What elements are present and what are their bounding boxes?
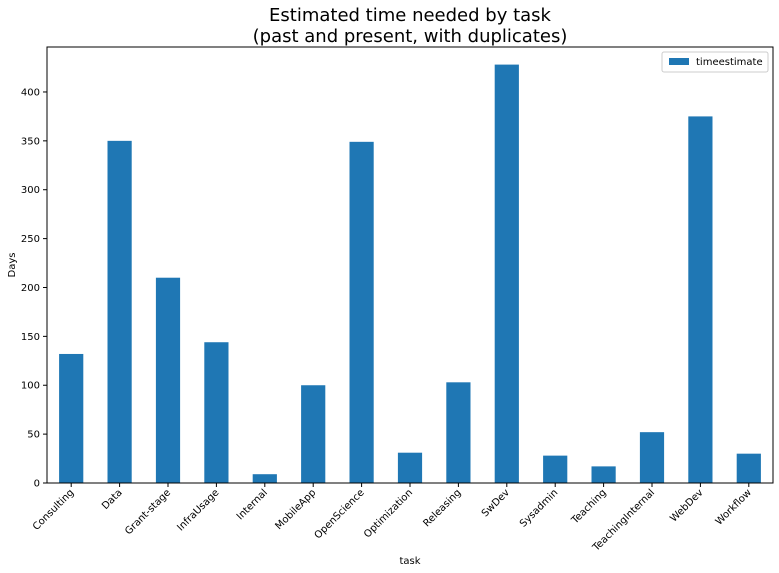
- chart-title: Estimated time needed by task: [269, 5, 552, 26]
- y-tick-label: 0: [34, 479, 40, 490]
- x-tick-label: Teaching: [569, 487, 609, 527]
- bar-consulting: [59, 354, 83, 483]
- x-tick-label: SwDev: [480, 487, 512, 519]
- bar-swdev: [495, 65, 519, 483]
- legend-swatch: [669, 58, 689, 65]
- x-tick-label: OpenScience: [313, 487, 367, 541]
- y-tick-label: 150: [21, 332, 40, 343]
- bar-teachinginternal: [640, 432, 664, 483]
- y-tick-label: 250: [21, 234, 40, 245]
- chart-subtitle: (past and present, with duplicates): [253, 26, 568, 47]
- y-axis: 0 50 100 150 200 250 300 350 400: [21, 87, 47, 489]
- x-tick-label: Sysadmin: [518, 487, 560, 529]
- bar-releasing: [446, 382, 470, 483]
- legend: timeestimate: [662, 52, 768, 72]
- bar-optimization: [398, 453, 422, 483]
- x-tick-label: Releasing: [422, 487, 464, 529]
- y-tick-label: 400: [21, 87, 40, 98]
- bar-infrausage: [204, 342, 228, 483]
- x-tick-label: Consulting: [31, 487, 76, 532]
- bar-teaching: [592, 466, 616, 483]
- bar-webdev: [688, 116, 712, 483]
- x-tick-label: WebDev: [668, 487, 705, 524]
- bar-sysadmin: [543, 456, 567, 483]
- bar-internal: [253, 474, 277, 483]
- x-tick-label: Grant-stage: [123, 487, 173, 537]
- x-tick-label: MobileApp: [274, 487, 319, 532]
- x-tick-label: Data: [100, 487, 125, 512]
- y-axis-label: Days: [7, 253, 18, 278]
- y-tick-label: 300: [21, 185, 40, 196]
- y-tick-label: 50: [27, 430, 40, 441]
- bar-grant-stage: [156, 278, 180, 483]
- bar-data: [108, 141, 132, 483]
- x-tick-label: Internal: [235, 487, 270, 522]
- x-tick-label: Workflow: [714, 487, 754, 527]
- x-tick-label: InfraUsage: [175, 487, 221, 533]
- bars-group: [59, 65, 761, 483]
- bar-workflow: [737, 454, 761, 483]
- bar-mobileapp: [301, 385, 325, 483]
- y-tick-label: 350: [21, 136, 40, 147]
- x-axis-label: task: [399, 556, 420, 567]
- bar-openscience: [350, 142, 374, 483]
- y-tick-label: 200: [21, 283, 40, 294]
- x-tick-label: Optimization: [362, 487, 415, 540]
- legend-label: timeestimate: [696, 57, 763, 68]
- y-tick-label: 100: [21, 381, 40, 392]
